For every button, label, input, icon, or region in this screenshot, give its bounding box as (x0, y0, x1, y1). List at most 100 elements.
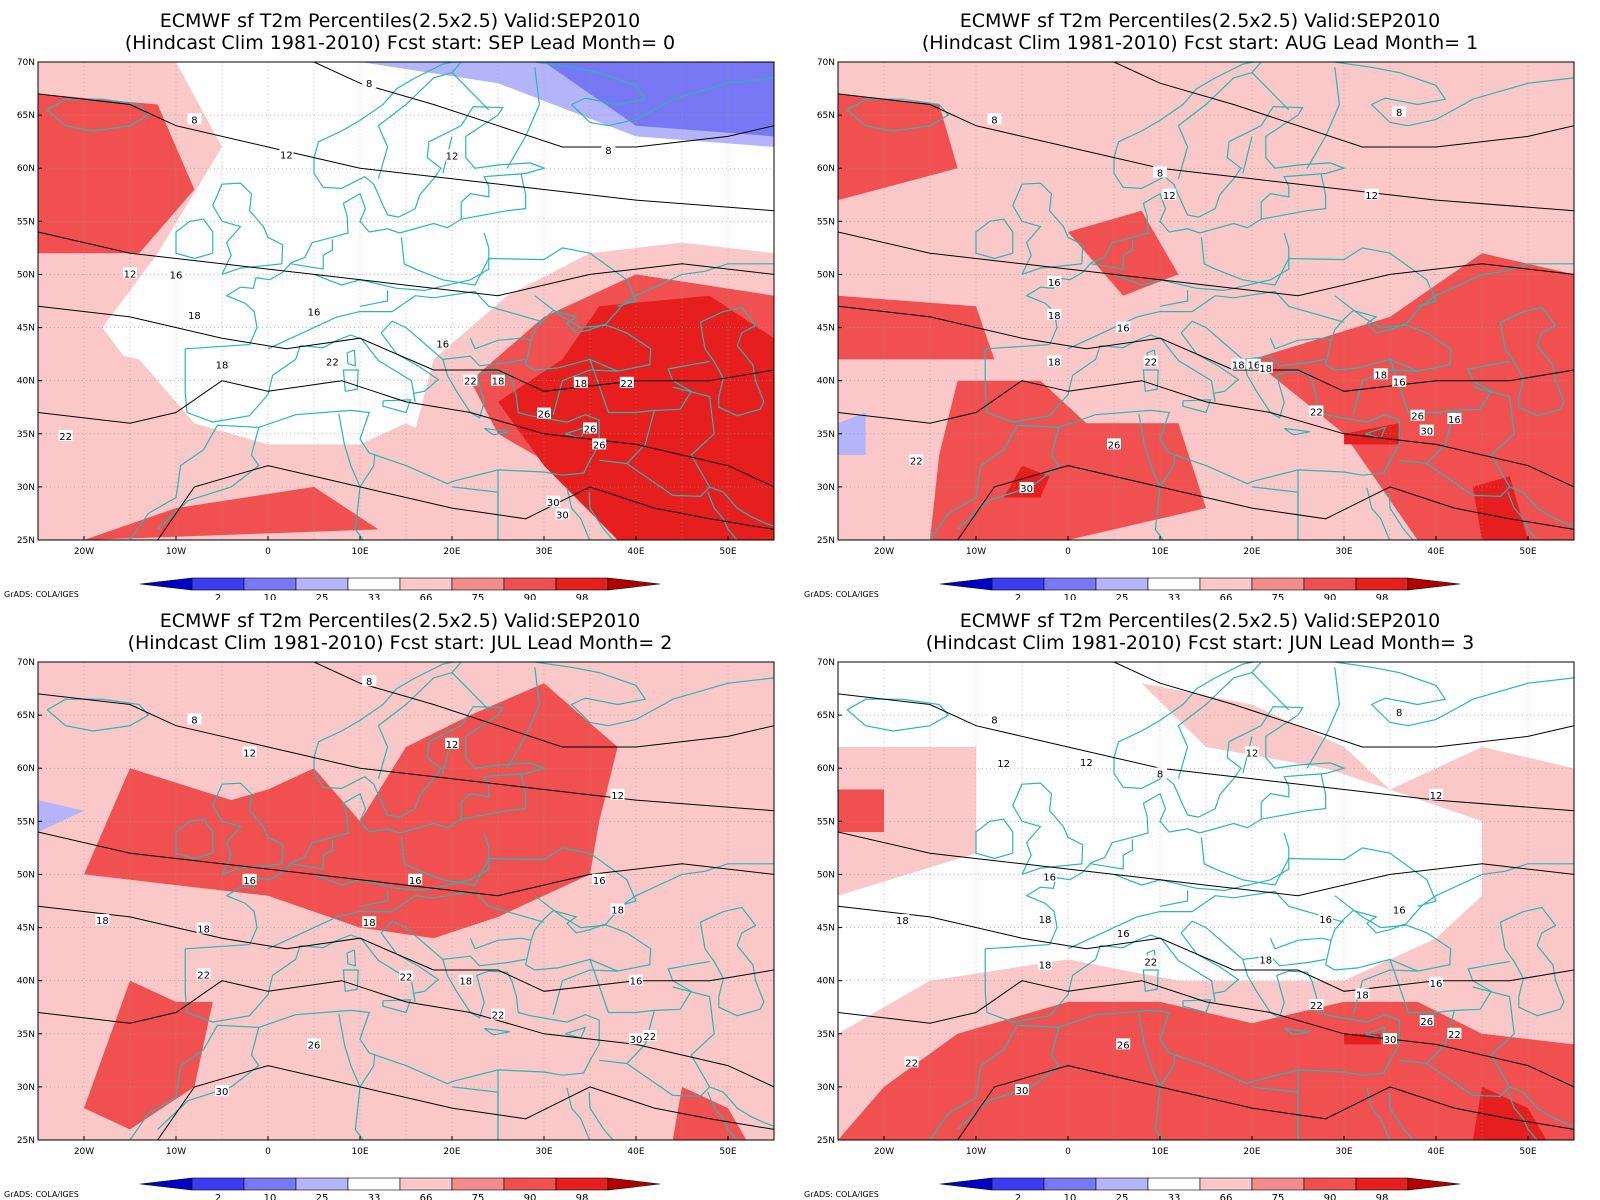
contour-label-bg (555, 508, 570, 520)
colorbar-tick-label: 90 (1324, 593, 1337, 600)
contour-label: 12 (446, 151, 459, 162)
coastline (506, 667, 541, 769)
contour-label-bg (583, 422, 597, 434)
contour-label: 26 (593, 440, 606, 451)
coastline (1283, 427, 1311, 436)
longitude-label: 10W (166, 547, 186, 557)
coastline (1067, 290, 1345, 350)
colorbar-cell (991, 1177, 1045, 1191)
longitude-label: 40E (627, 547, 644, 557)
coastline (1251, 662, 1290, 711)
coastline (469, 937, 532, 950)
isotherm-line (38, 231, 774, 297)
panel-title-line2: (Hindcast Clim 1981-2010) Fcst start: SE… (124, 32, 676, 54)
coastline (1012, 782, 1084, 875)
colorbar-cell (139, 1177, 193, 1191)
contour-label-bg (1231, 358, 1246, 370)
contour-label-bg (408, 873, 423, 885)
contour-label: 16 (1117, 929, 1130, 940)
contour-label-bg (362, 675, 377, 687)
coastline (1388, 1092, 1414, 1140)
contour-label-bg (491, 374, 505, 386)
contour-label-bg (242, 873, 257, 885)
colorbar-tick-label: 75 (1272, 593, 1285, 600)
contour-label-bg (435, 337, 450, 349)
colorbar-tick-label: 66 (420, 1193, 433, 1200)
coastline (1154, 486, 1164, 540)
isotherm-line (313, 662, 774, 748)
coastline (626, 463, 711, 498)
coastline (1177, 72, 1253, 179)
contour-label: 8 (605, 146, 611, 157)
colorbar-tick-label: 33 (1168, 1193, 1181, 1200)
contour-label: 30 (556, 511, 569, 522)
map-canvas: 8 8 8 12 12 12 16 16 16 18 18 18 18 22 22 22 22 26 26 26 30 3… (17, 58, 775, 600)
contour-label-bg (1079, 755, 1094, 767)
longitude-label: 10E (351, 1147, 368, 1157)
contour-label-bg (1383, 1033, 1397, 1045)
coastline (1159, 290, 1189, 307)
latitude-label: 50N (17, 870, 35, 880)
longitude-label: 20E (443, 547, 460, 557)
colorbar-cell (1095, 1177, 1149, 1191)
latitude-label: 55N (17, 817, 35, 827)
coastline (129, 920, 600, 1140)
coastline (1200, 237, 1437, 307)
isotherm-line (38, 831, 774, 897)
contour-label: 30 (1016, 1086, 1029, 1097)
contour-label-bg (1447, 412, 1462, 424)
coastline (1306, 67, 1341, 169)
longitude-label: 20W (74, 1147, 94, 1157)
coastline (1159, 453, 1176, 488)
coastline (699, 306, 765, 417)
contour-label-bg (169, 268, 183, 280)
coastline (1142, 369, 1159, 392)
contour-label-bg (1015, 1084, 1029, 1096)
percentile-region (838, 295, 995, 360)
contour-label-bg (307, 1038, 321, 1050)
longitude-label: 50E (1519, 547, 1536, 557)
latitude-label: 30N (17, 1083, 35, 1093)
coastline (1365, 1026, 1387, 1039)
contour-label-bg (1047, 275, 1062, 287)
contour-label: 16 (1393, 378, 1406, 389)
colorbar-cell (607, 577, 661, 591)
contour-label: 12 (446, 740, 459, 751)
contour-label: 16 (1319, 915, 1332, 926)
panel-title-line1: ECMWF sf T2m Percentiles(2.5x2.5) Valid:… (959, 10, 1441, 32)
colorbar-cell (939, 577, 993, 591)
shaded-percentiles (38, 662, 774, 1140)
contour-label: 12 (280, 150, 293, 161)
colorbar-cell (1303, 577, 1357, 591)
contour-label: 8 (366, 79, 372, 90)
coastline (1426, 1063, 1511, 1098)
latitude-label: 65N (817, 111, 835, 121)
latitude-label: 70N (817, 58, 835, 68)
colorbar-tick-label: 66 (420, 593, 433, 600)
contour-label-bg (1258, 953, 1273, 965)
coastline (185, 662, 546, 950)
shaded-percentiles (38, 62, 774, 540)
contour-label: 26 (308, 1040, 321, 1051)
coastline (1177, 672, 1253, 779)
contour-label-bg (610, 903, 625, 915)
coastline (483, 427, 511, 436)
coastline (1509, 1086, 1574, 1127)
contour-label-bg (399, 970, 413, 982)
isotherm-line (838, 305, 1574, 392)
coastline (342, 969, 359, 992)
coastline (565, 1026, 587, 1039)
colorbar-cell (399, 1177, 453, 1191)
contour-label-bg (642, 1029, 657, 1041)
contour-label-bg (1042, 870, 1057, 882)
coastline (672, 986, 715, 1088)
contour-label: 8 (1157, 168, 1163, 179)
contour-label: 26 (1108, 440, 1121, 451)
contour-label-bg (242, 746, 257, 758)
coastline (707, 1091, 738, 1140)
coastline (346, 349, 357, 367)
coastline (929, 920, 1400, 1140)
coastline (1138, 413, 1161, 488)
contour-label-bg (463, 374, 478, 386)
colorbar-tick-label: 2 (1015, 1193, 1021, 1200)
